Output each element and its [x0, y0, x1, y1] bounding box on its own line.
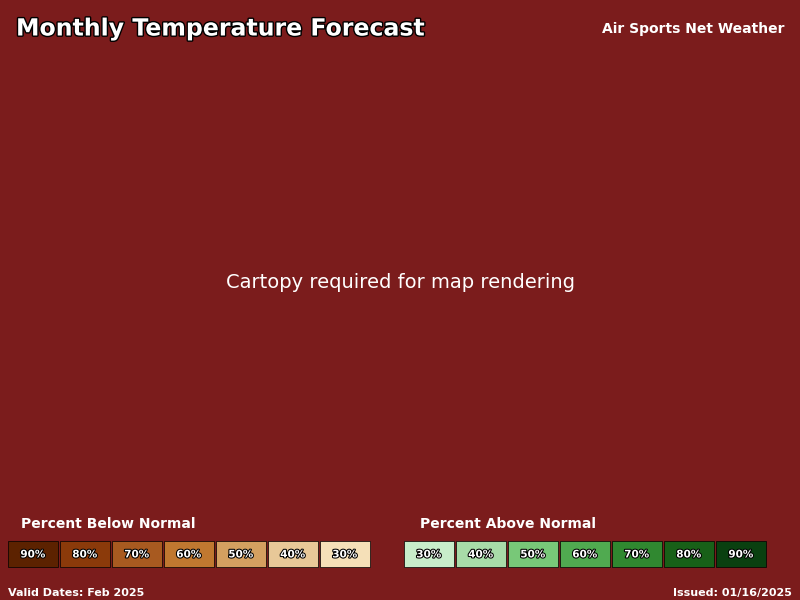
FancyBboxPatch shape	[112, 541, 162, 568]
Text: 30%: 30%	[332, 550, 358, 559]
Text: 30%: 30%	[416, 550, 442, 559]
Text: 90%: 90%	[728, 550, 754, 559]
FancyBboxPatch shape	[560, 541, 610, 568]
FancyBboxPatch shape	[268, 541, 318, 568]
Text: 80%: 80%	[72, 550, 98, 559]
FancyBboxPatch shape	[164, 541, 214, 568]
Text: Valid Dates: Feb 2025: Valid Dates: Feb 2025	[8, 587, 144, 598]
Text: 50%: 50%	[520, 550, 546, 559]
Text: Percent Above Normal: Percent Above Normal	[420, 517, 596, 531]
Text: Monthly Temperature Forecast: Monthly Temperature Forecast	[16, 16, 425, 40]
Text: 80%: 80%	[676, 550, 702, 559]
FancyBboxPatch shape	[456, 541, 506, 568]
Text: 70%: 70%	[124, 550, 150, 559]
FancyBboxPatch shape	[664, 541, 714, 568]
Text: 50%: 50%	[228, 550, 254, 559]
FancyBboxPatch shape	[508, 541, 558, 568]
Text: Percent Below Normal: Percent Below Normal	[21, 517, 195, 531]
FancyBboxPatch shape	[404, 541, 454, 568]
FancyBboxPatch shape	[320, 541, 370, 568]
Text: 40%: 40%	[468, 550, 494, 559]
Text: 60%: 60%	[176, 550, 202, 559]
FancyBboxPatch shape	[216, 541, 266, 568]
Text: 40%: 40%	[280, 550, 306, 559]
Text: Air Sports Net Weather: Air Sports Net Weather	[602, 22, 784, 35]
Text: Cartopy required for map rendering: Cartopy required for map rendering	[226, 272, 574, 292]
Text: 60%: 60%	[572, 550, 598, 559]
Text: Issued: 01/16/2025: Issued: 01/16/2025	[673, 587, 792, 598]
FancyBboxPatch shape	[612, 541, 662, 568]
FancyBboxPatch shape	[716, 541, 766, 568]
FancyBboxPatch shape	[60, 541, 110, 568]
Text: 90%: 90%	[20, 550, 46, 559]
FancyBboxPatch shape	[8, 541, 58, 568]
Text: 70%: 70%	[624, 550, 650, 559]
